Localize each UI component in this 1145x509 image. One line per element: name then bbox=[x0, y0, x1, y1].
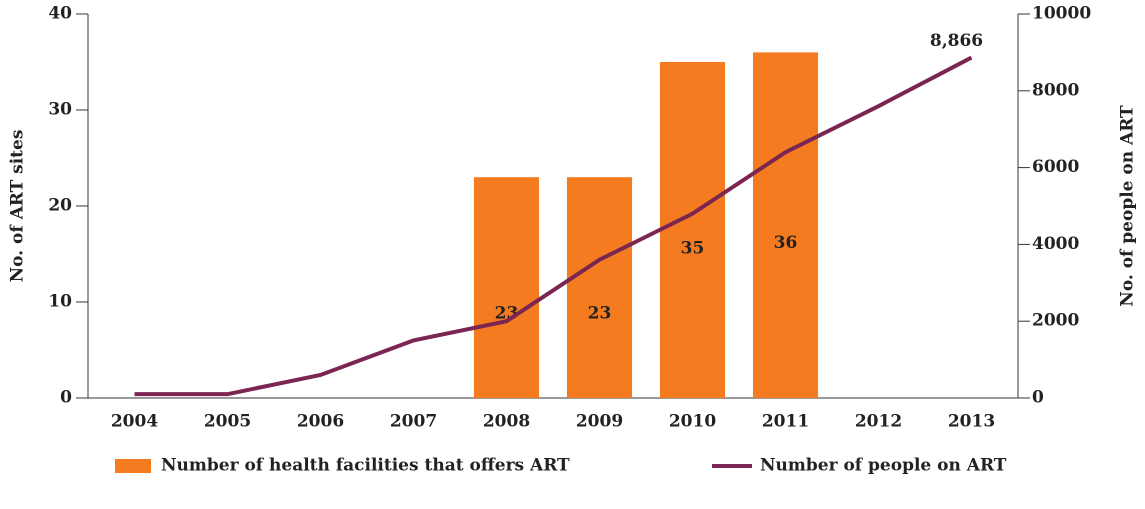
y2-axis-title: No. of people on ART bbox=[1118, 105, 1138, 307]
bar-value-label: 35 bbox=[681, 239, 705, 259]
y-tick-label: 20 bbox=[48, 196, 72, 216]
y2-tick-label: 6000 bbox=[1032, 157, 1079, 177]
x-tick-label: 2005 bbox=[204, 412, 251, 432]
bar bbox=[659, 62, 726, 398]
x-tick-label: 2010 bbox=[669, 412, 716, 432]
y-tick-label: 10 bbox=[48, 292, 72, 312]
bar bbox=[752, 52, 819, 399]
line bbox=[134, 55, 973, 397]
bar bbox=[566, 177, 633, 398]
legend-label: Number of people on ART bbox=[760, 456, 1007, 476]
x-tick-label: 2013 bbox=[948, 412, 995, 432]
x-tick-label: 2007 bbox=[390, 412, 437, 432]
y2-tick-label: 0 bbox=[1032, 388, 1044, 408]
bar-value-label: 23 bbox=[588, 303, 612, 323]
x-tick-label: 2008 bbox=[483, 412, 530, 432]
bar bbox=[473, 177, 540, 398]
y2-tick-label: 2000 bbox=[1032, 311, 1079, 331]
x-tick-label: 2012 bbox=[855, 412, 902, 432]
legend-swatch bbox=[115, 459, 151, 473]
x-tick-label: 2004 bbox=[111, 412, 158, 432]
y-tick-label: 30 bbox=[48, 100, 72, 120]
x-tick-label: 2009 bbox=[576, 412, 623, 432]
bar-value-label: 36 bbox=[774, 233, 798, 253]
legend-label: Number of health facilities that offers … bbox=[161, 456, 570, 476]
line-value-label: 8,866 bbox=[930, 31, 983, 51]
x-tick-label: 2011 bbox=[762, 412, 809, 432]
y-tick-label: 40 bbox=[48, 4, 72, 24]
y-tick-label: 0 bbox=[60, 388, 72, 408]
x-tick-label: 2006 bbox=[297, 412, 344, 432]
y2-tick-label: 8000 bbox=[1032, 80, 1079, 100]
y-axis-title: No. of ART sites bbox=[8, 130, 28, 283]
y2-tick-label: 10000 bbox=[1032, 4, 1091, 24]
y2-tick-label: 4000 bbox=[1032, 234, 1079, 254]
